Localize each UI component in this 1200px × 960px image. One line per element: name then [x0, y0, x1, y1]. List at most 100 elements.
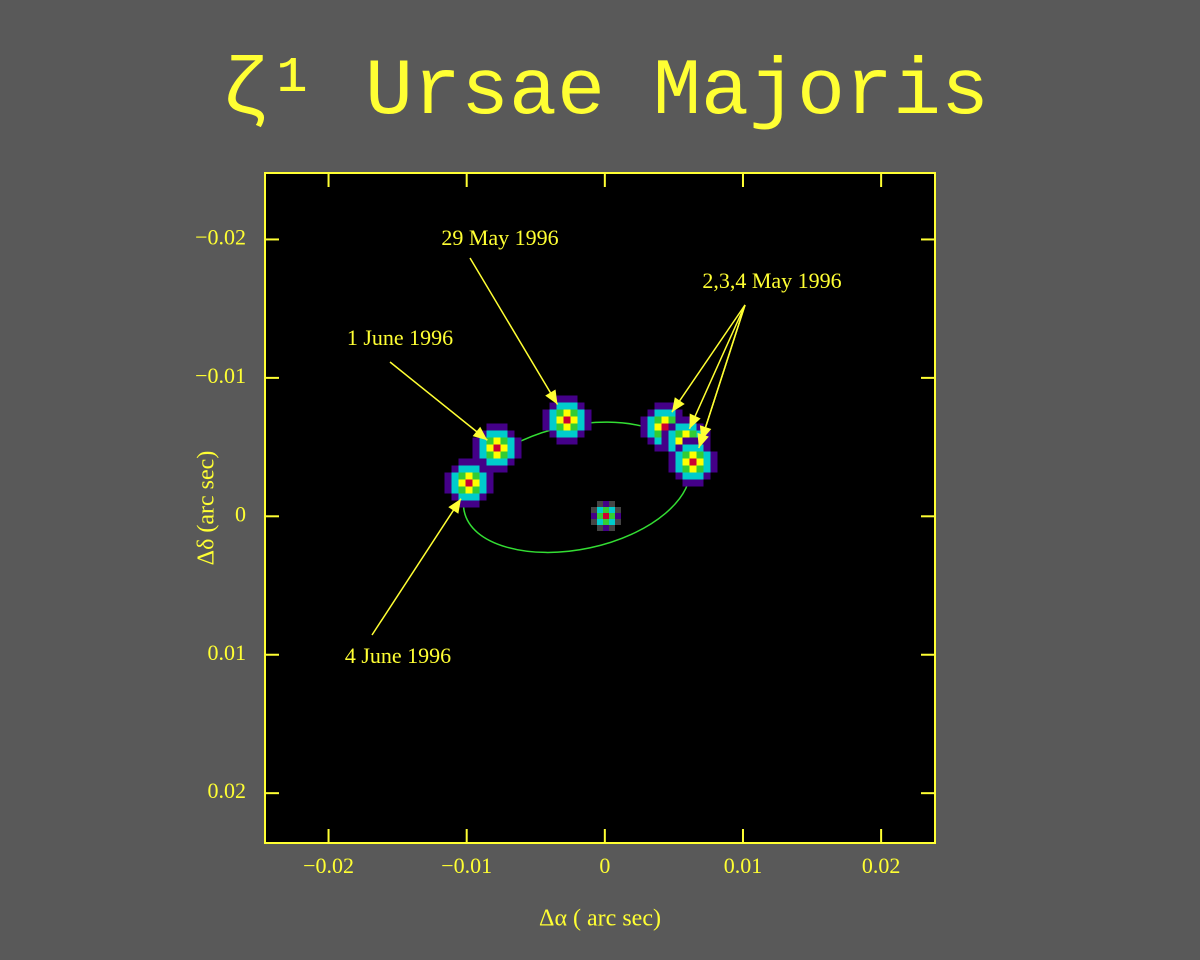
star-pixel: [479, 486, 487, 494]
annotation-arrow: [469, 257, 559, 405]
star-pixel: [479, 479, 487, 487]
star-pixel: [507, 458, 515, 466]
star-pixel: [675, 409, 683, 417]
star-pixel: [703, 430, 711, 438]
star-pixel: [654, 430, 662, 438]
star-pixel: [668, 423, 676, 431]
star-pixel: [493, 451, 501, 459]
star-pixel: [472, 493, 480, 501]
star-pixel: [710, 451, 718, 459]
star-pixel: [451, 472, 459, 480]
star-pixel: [563, 423, 571, 431]
star-pixel: [597, 525, 603, 531]
annotation: 29 May 1996: [441, 225, 558, 250]
star-pixel: [615, 513, 621, 519]
star-pixel: [591, 519, 597, 525]
x-axis-label: Δα ( arc sec): [539, 906, 661, 932]
star-pixel: [500, 444, 508, 452]
star-pixel: [654, 437, 662, 445]
star-pixel: [584, 409, 592, 417]
star-pixel: [675, 472, 683, 480]
y-tick-label: −0.01: [195, 363, 246, 388]
star-pixel: [486, 486, 494, 494]
star-pixel: [493, 458, 501, 466]
star-pixel: [458, 458, 466, 466]
star-pixel: [486, 479, 494, 487]
star-pixel: [603, 525, 609, 531]
arrow-head: [671, 397, 685, 413]
star-pixel: [507, 430, 515, 438]
star-pixel: [563, 430, 571, 438]
star-pixel: [563, 409, 571, 417]
star-pixel: [465, 500, 473, 508]
star-pixel: [472, 472, 480, 480]
star-pixel: [703, 444, 711, 452]
star-pixel: [703, 437, 711, 445]
star-pixel: [661, 402, 669, 410]
star-pixel: [597, 519, 603, 525]
star-pixel: [682, 451, 690, 459]
star-pixel: [465, 493, 473, 501]
star-pixel: [570, 409, 578, 417]
star-pixel: [682, 430, 690, 438]
star-pixel: [472, 465, 480, 473]
x-tick-label: 0.02: [862, 853, 901, 878]
star-pixel: [689, 472, 697, 480]
y-tick-label: 0.02: [208, 778, 247, 803]
star-pixel: [451, 465, 459, 473]
star-pixel: [486, 444, 494, 452]
star-pixel: [465, 472, 473, 480]
y-tick-label: −0.02: [195, 224, 246, 249]
star-pixel: [584, 423, 592, 431]
star-pixel: [458, 472, 466, 480]
star-pixel: [675, 465, 683, 473]
star-pixel: [458, 493, 466, 501]
star-pixel: [654, 409, 662, 417]
star-pixel: [689, 430, 697, 438]
star-pixel: [465, 486, 473, 494]
star-pixel: [668, 430, 676, 438]
star-pixel: [682, 472, 690, 480]
star-pixel: [493, 444, 501, 452]
star-pixel: [465, 458, 473, 466]
star: [542, 395, 592, 445]
annotation-arrow: [671, 304, 746, 413]
star-pixel: [493, 423, 501, 431]
star-pixel: [479, 458, 487, 466]
star-pixel: [668, 416, 676, 424]
star-pixel: [703, 458, 711, 466]
star-pixel: [609, 519, 615, 525]
x-tick-label: 0.01: [724, 853, 763, 878]
star-pixel: [584, 416, 592, 424]
arrow-head: [545, 389, 558, 405]
star-pixel: [661, 416, 669, 424]
star-pixel: [696, 479, 704, 487]
star: [668, 437, 718, 487]
star-pixel: [675, 423, 683, 431]
star-pixel: [556, 409, 564, 417]
star: [472, 423, 522, 473]
star-pixel: [689, 444, 697, 452]
star-pixel: [451, 493, 459, 501]
star-pixel: [577, 416, 585, 424]
star-pixel: [647, 409, 655, 417]
star-pixel: [710, 458, 718, 466]
y-axis-label: Δδ (arc sec): [194, 451, 220, 566]
star-pixel: [597, 513, 603, 519]
star-pixel: [689, 451, 697, 459]
star-pixel: [577, 402, 585, 410]
star-pixel: [661, 437, 669, 445]
star-pixel: [668, 409, 676, 417]
star-pixel: [703, 472, 711, 480]
star-pixel: [591, 513, 597, 519]
star-pixel: [542, 423, 550, 431]
star-pixel: [479, 465, 487, 473]
star-pixel: [689, 465, 697, 473]
star-pixel: [542, 409, 550, 417]
star-pixel: [458, 465, 466, 473]
star-pixel: [675, 458, 683, 466]
star-pixel: [609, 525, 615, 531]
star-pixel: [472, 451, 480, 459]
x-tick-label: −0.02: [303, 853, 354, 878]
